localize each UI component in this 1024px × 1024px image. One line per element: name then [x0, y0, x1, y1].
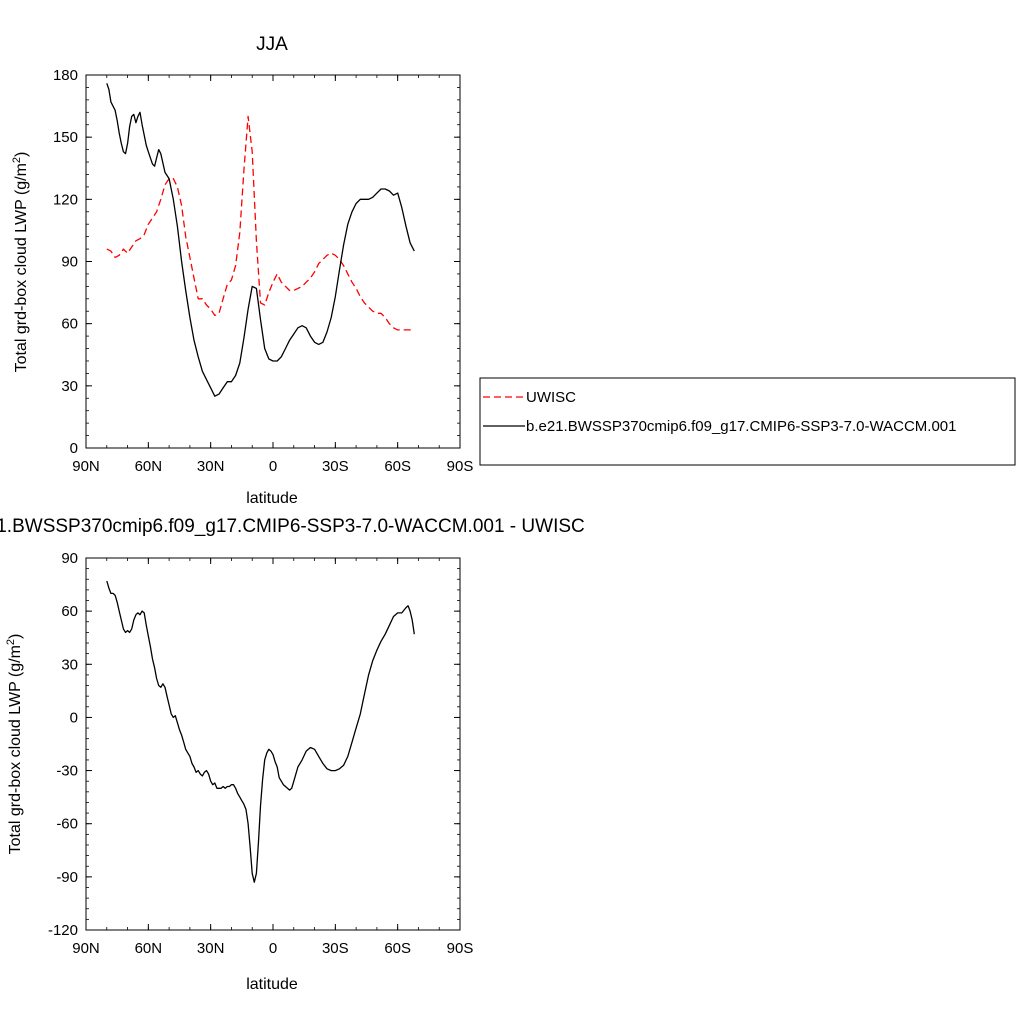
top-x-tick-label: 60N	[135, 458, 163, 475]
top-panel-frame	[85, 74, 461, 449]
bottom-panel-y-label-close: )	[7, 634, 24, 639]
top-x-tick-label: 30N	[197, 458, 225, 475]
top-x-tick-label: 30S	[322, 458, 349, 475]
top-y-tick-label: 120	[53, 191, 78, 208]
bottom-series-line-0	[106, 580, 415, 883]
top-series-line-1	[106, 83, 415, 397]
bottom-panel: b.e21.BWSSP370cmip6.f09_g17.CMIP6-SSP3-7…	[0, 516, 585, 993]
bottom-x-tick-label: 90N	[72, 940, 100, 957]
bottom-y-tick-label: -90	[56, 869, 78, 886]
top-panel-y-axis-label: Total grd-box cloud LWP (g/m2)	[11, 152, 30, 373]
top-x-tick-label: 60S	[384, 458, 411, 475]
top-panel-y-label-sup: 2	[11, 157, 23, 163]
top-y-tick-label: 30	[61, 378, 78, 395]
legend-label-uwisc: UWISC	[526, 389, 576, 406]
top-panel: JJA latitude Total grd-box cloud LWP (g/…	[11, 34, 473, 507]
top-panel-y-label-text: Total grd-box cloud LWP (g/m	[13, 163, 30, 372]
bottom-x-tick-label: 60N	[135, 940, 163, 957]
bottom-y-tick-label: -120	[48, 922, 78, 939]
top-x-tick-label: 90S	[447, 458, 474, 475]
top-y-tick-label: 180	[53, 67, 78, 84]
bottom-panel-frame	[85, 557, 461, 931]
top-panel-ticks: 0 30 60 90 120 150 180 90N 60N 30N 0 30S 60S 90S	[53, 67, 473, 475]
bottom-y-tick-label: 30	[61, 656, 78, 673]
bottom-y-tick-label: 90	[61, 550, 78, 567]
bottom-y-tick-label: 0	[70, 709, 78, 726]
legend: UWISC b.e21.BWSSP370cmip6.f09_g17.CMIP6-…	[479, 377, 1016, 466]
bottom-x-tick-label: 90S	[447, 940, 474, 957]
svg-text:Total grd-box cloud LWP (g/m2): Total grd-box cloud LWP (g/m2)	[5, 634, 24, 855]
bottom-x-tick-label: 0	[269, 940, 277, 957]
top-y-tick-label: 60	[61, 316, 78, 333]
legend-box	[479, 377, 1016, 466]
bottom-x-tick-label: 30N	[197, 940, 225, 957]
bottom-panel-title: b.e21.BWSSP370cmip6.f09_g17.CMIP6-SSP3-7…	[0, 516, 585, 537]
bottom-y-tick-label: -30	[56, 763, 78, 780]
top-panel-x-axis-label: latitude	[246, 490, 298, 507]
top-y-tick-label: 0	[70, 440, 78, 457]
bottom-panel-y-label-text: Total grd-box cloud LWP (g/m	[7, 645, 24, 854]
top-panel-y-label-close: )	[13, 152, 30, 157]
top-series-line-0	[106, 115, 415, 331]
svg-text:Total grd-box cloud LWP (g/m2): Total grd-box cloud LWP (g/m2)	[11, 152, 30, 373]
top-panel-title: JJA	[256, 34, 288, 55]
bottom-panel-series	[106, 580, 415, 883]
bottom-y-tick-label: -60	[56, 816, 78, 833]
top-x-tick-label: 90N	[72, 458, 100, 475]
top-x-tick-label: 0	[269, 458, 277, 475]
top-y-tick-label: 150	[53, 129, 78, 146]
top-panel-series	[106, 83, 415, 397]
bottom-x-tick-label: 60S	[384, 940, 411, 957]
bottom-panel-y-label-sup: 2	[5, 639, 17, 645]
bottom-panel-x-axis-label: latitude	[246, 976, 298, 993]
bottom-x-tick-label: 30S	[322, 940, 349, 957]
top-y-tick-label: 90	[61, 254, 78, 271]
bottom-y-tick-label: 60	[61, 603, 78, 620]
legend-label-model: b.e21.BWSSP370cmip6.f09_g17.CMIP6-SSP3-7…	[526, 418, 956, 435]
bottom-panel-y-axis-label: Total grd-box cloud LWP (g/m2)	[5, 634, 24, 855]
